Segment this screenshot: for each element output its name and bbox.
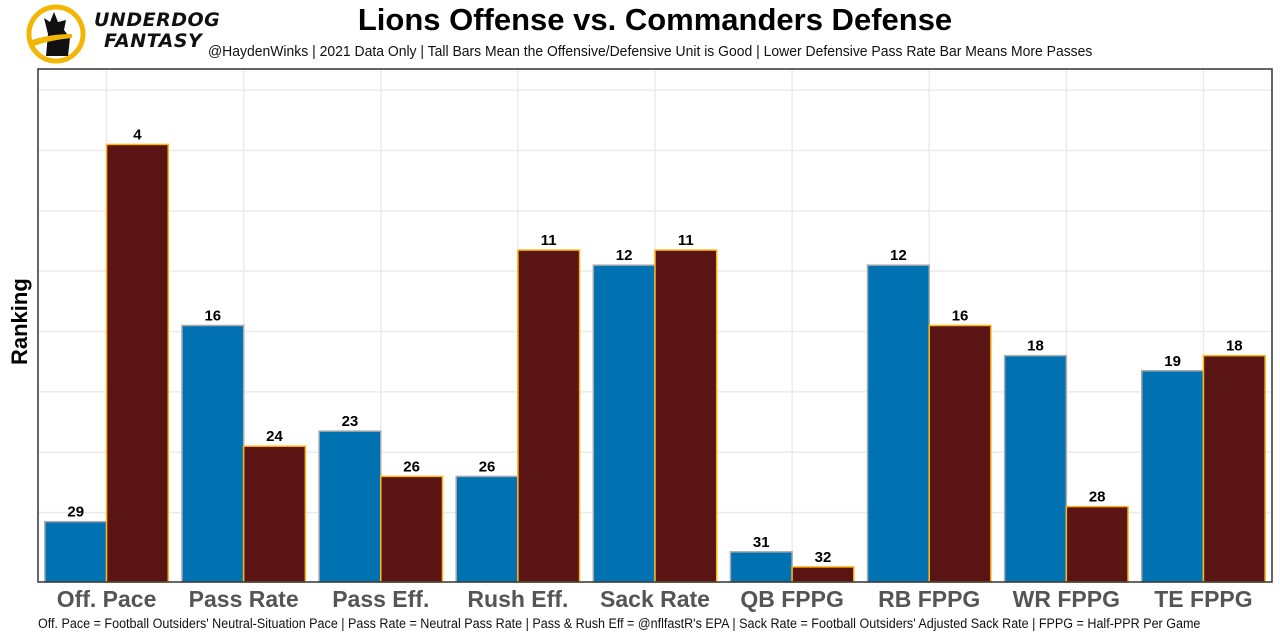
bar-defense (517, 249, 581, 583)
bar-offense (592, 264, 656, 583)
data-label-offense: 19 (1164, 353, 1181, 370)
dog-logo-icon (26, 4, 86, 64)
x-tick-label: Sack Rate (600, 586, 710, 612)
bar-offense (729, 551, 793, 583)
brand-line-2: FANTASY (104, 30, 203, 52)
bar-defense (928, 324, 992, 583)
data-label-offense: 12 (890, 247, 907, 264)
data-label-defense: 16 (952, 308, 969, 325)
data-label-offense: 26 (479, 458, 496, 475)
data-label-offense: 12 (616, 247, 633, 264)
data-label-offense: 18 (1027, 338, 1044, 355)
data-label-offense: 29 (67, 504, 84, 521)
chart-caption: Off. Pace = Football Outsiders' Neutral-… (38, 616, 1201, 631)
data-label-defense: 11 (541, 232, 557, 249)
bar-defense (791, 566, 855, 583)
data-label-offense: 16 (204, 308, 221, 325)
data-label-defense: 32 (815, 549, 832, 566)
data-label-defense: 24 (266, 428, 283, 445)
x-tick-label: Rush Eff. (467, 586, 568, 612)
data-label-defense: 11 (678, 232, 694, 249)
brand-line-1: UNDERDOG (94, 9, 221, 31)
data-label-defense: 4 (133, 126, 142, 143)
x-tick-label: WR FPPG (1013, 586, 1120, 612)
bar-defense (1065, 505, 1129, 583)
bar-offense (1003, 354, 1068, 583)
data-label-offense: 23 (342, 413, 359, 430)
bar-offense (455, 475, 519, 583)
x-tick-label: Pass Rate (189, 586, 299, 612)
bar-defense (654, 249, 718, 583)
x-tick-label: Off. Pace (57, 586, 157, 612)
bar-offense (318, 430, 382, 583)
bar-offense (1140, 370, 1205, 583)
chart-subtitle: @HaydenWinks | 2021 Data Only | Tall Bar… (208, 43, 1093, 60)
data-label-defense: 26 (403, 458, 420, 475)
bar-defense (242, 445, 307, 583)
data-label-defense: 28 (1089, 489, 1106, 506)
x-tick-label: Pass Eff. (332, 586, 429, 612)
plot-frame (37, 68, 1273, 583)
x-tick-label: QB FPPG (740, 586, 844, 612)
bar-offense (181, 324, 245, 583)
bar-offense (866, 264, 930, 583)
bar-defense (380, 475, 444, 583)
bar-defense (1202, 354, 1266, 583)
brand-wordmark: UNDERDOG FANTASY (94, 10, 220, 52)
data-label-offense: 31 (753, 534, 770, 551)
data-label-defense: 18 (1226, 338, 1243, 355)
x-tick-label: RB FPPG (878, 586, 980, 612)
bar-defense (105, 143, 170, 583)
bar-offense (44, 520, 108, 583)
chart-title: Lions Offense vs. Commanders Defense (357, 2, 953, 37)
x-tick-label: TE FPPG (1154, 586, 1252, 612)
